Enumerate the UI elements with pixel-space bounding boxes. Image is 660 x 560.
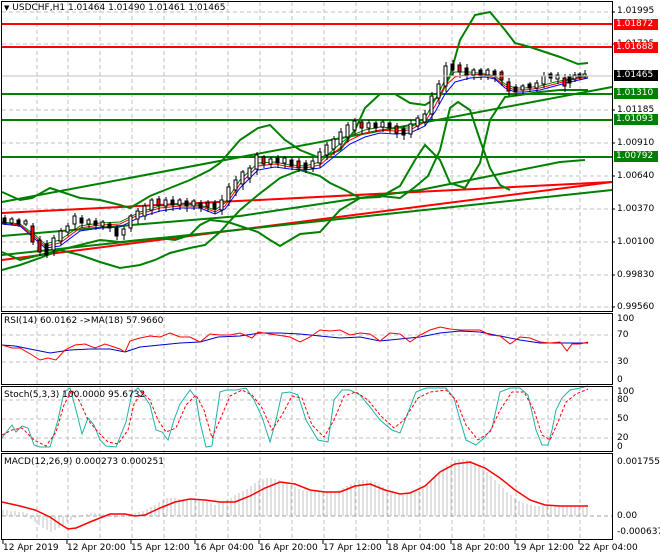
candlesticks <box>2 60 587 258</box>
macd-axis-tick: 0.00 <box>617 511 638 521</box>
time-axis-label: 19 Apr 12:00 <box>515 543 574 553</box>
stoch-axis-tick: 20 <box>617 433 629 443</box>
stoch-axis-tick: 80 <box>617 395 629 405</box>
price-axis-tick: 1.00370 <box>617 204 655 214</box>
time-axis-label: 18 Apr 04:00 <box>387 543 446 553</box>
rsi-axis-tick: 0 <box>617 375 623 385</box>
price-axis-tick: 0.99560 <box>617 302 655 312</box>
rsi-axis-tick: 100 <box>617 314 635 324</box>
resistance-level-tag: 1.01872 <box>614 19 658 30</box>
pane-borders <box>1 1 613 540</box>
support-levels <box>2 93 612 158</box>
rsi-axis-tick: 30 <box>617 357 629 367</box>
collapse-arrow-icon[interactable]: ▼ <box>4 4 10 12</box>
macd-axis-tick: -0.000637 <box>617 527 660 537</box>
stoch-lines <box>1 385 589 448</box>
bollinger-bands <box>1 10 589 271</box>
rsi-axis-tick: 70 <box>617 330 629 340</box>
support-level-tag: 1.00792 <box>614 151 658 162</box>
stoch-axis-tick: 50 <box>617 414 629 424</box>
ohlc-close: 1.01465 <box>188 3 226 13</box>
rsi-lines <box>1 326 589 361</box>
time-axis-label: 22 Apr 04:00 <box>579 543 638 553</box>
time-axis-label: 12 Apr 2019 <box>3 543 59 553</box>
price-axis-tick: 1.01185 <box>617 105 655 115</box>
macd-title: MACD(12,26,9) 0.000273 0.000251 <box>4 457 164 467</box>
price-axis-tick: 1.00100 <box>617 237 655 247</box>
macd-histogram <box>2 459 588 532</box>
support-level-tag: 1.01310 <box>614 88 658 99</box>
time-axis-label: 12 Apr 20:00 <box>67 543 126 553</box>
time-axis-label: 16 Apr 04:00 <box>195 543 254 553</box>
ohlc-low: 1.01461 <box>148 3 186 13</box>
grid-vertical <box>36 2 581 538</box>
macd-axis-tick: 0.001755 <box>617 457 660 467</box>
price-axis-tick: 1.00910 <box>617 138 655 148</box>
symbol-label: USDCHF,H1 <box>12 3 66 13</box>
support-level-tag: 1.01093 <box>614 114 658 125</box>
ohlc-open: 1.01464 <box>67 3 106 13</box>
chart-title: ▼ USDCHF,H1 1.01464 1.01490 1.01461 1.01… <box>4 3 225 13</box>
time-axis-label: 15 Apr 12:00 <box>131 543 190 553</box>
macd-signal-line <box>1 461 588 530</box>
current-price-tag: 1.01465 <box>614 70 658 81</box>
stoch-title: Stoch(5,3,3) 100.0000 95.6732 <box>4 390 146 400</box>
resistance-levels <box>2 23 612 48</box>
stoch-axis-tick: 0 <box>617 442 623 452</box>
time-axis-label: 18 Apr 20:00 <box>451 543 510 553</box>
time-axis-label: 16 Apr 20:00 <box>259 543 318 553</box>
ohlc-high: 1.01490 <box>108 3 146 13</box>
stoch-axis-tick: 100 <box>617 387 635 397</box>
time-axis-label: 17 Apr 12:00 <box>323 543 382 553</box>
price-axis-tick: 0.99830 <box>617 270 655 280</box>
resistance-level-tag: 1.01688 <box>614 42 658 53</box>
price-axis-tick: 1.00640 <box>617 171 655 181</box>
grid-horizontal-main <box>2 11 612 308</box>
rsi-title: RSI(14) 60.0162 ->MA(18) 57.9660 <box>4 316 164 326</box>
price-axis-tick: 1.01995 <box>617 6 655 16</box>
